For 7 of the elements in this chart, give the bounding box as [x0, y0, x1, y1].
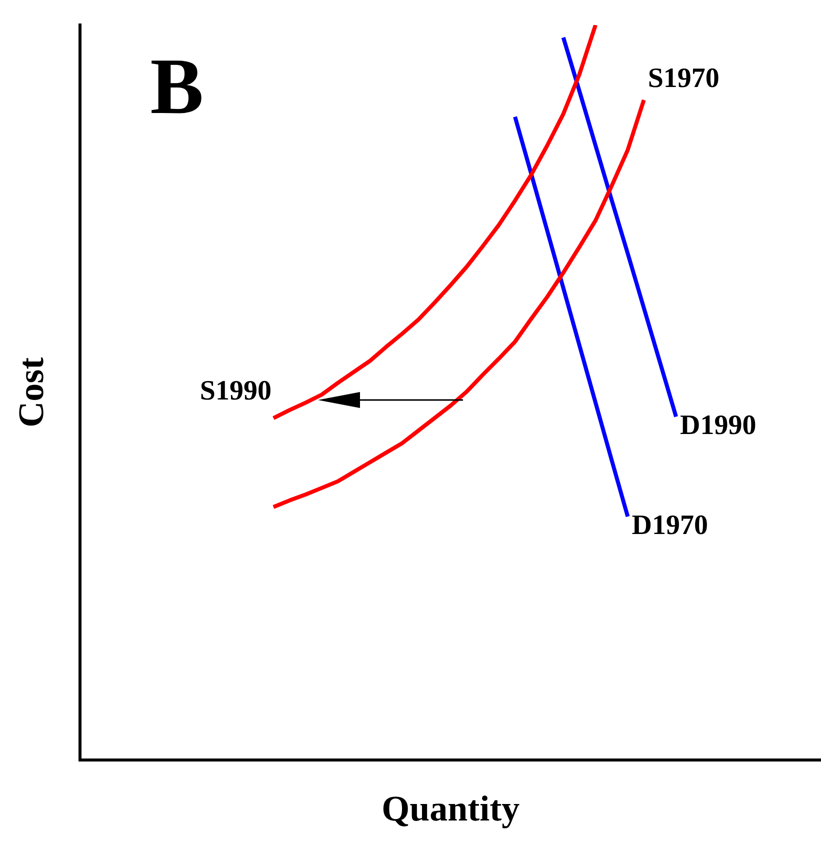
x-axis-title: Quantity [382, 788, 520, 829]
series-label: S1970 [648, 63, 720, 94]
series-label: D1970 [632, 510, 708, 541]
series-label: S1990 [200, 375, 272, 406]
series-label: D1990 [680, 410, 756, 441]
y-axis-title: Cost [10, 357, 51, 428]
chart-title: B [150, 43, 204, 131]
